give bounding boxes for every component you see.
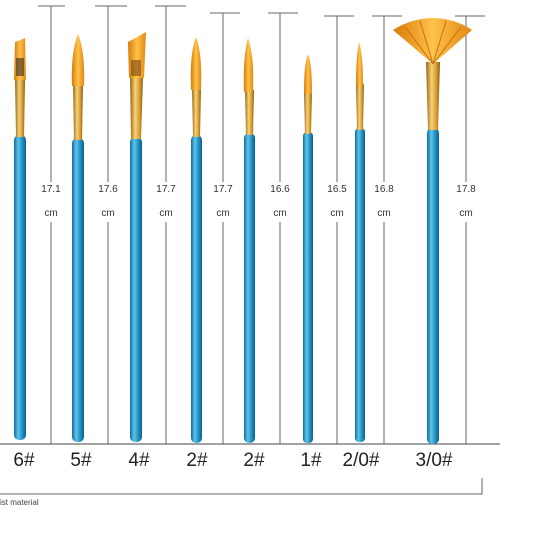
length-label-4: 17.7 cm — [151, 182, 181, 222]
footer-caption: ist material — [0, 498, 39, 507]
size-label-6: 6# — [13, 450, 35, 471]
brush-5 — [71, 34, 85, 442]
size-label-2b: 2# — [243, 450, 265, 471]
length-label-5: 17.6 cm — [93, 182, 123, 222]
brush-2a — [190, 37, 202, 443]
size-label-2a: 2# — [186, 450, 208, 471]
brush-4 — [128, 32, 146, 442]
length-label-2a: 17.7 cm — [208, 182, 238, 222]
size-label-5: 5# — [70, 450, 92, 471]
partial-length-label: 8 — [0, 186, 8, 202]
length-label-1: 16.5 cm — [322, 182, 352, 222]
measure-lines — [0, 5, 500, 495]
size-label-3-0: 3/0# — [415, 450, 453, 471]
brush-2-0 — [355, 42, 365, 442]
length-label-2b: 16.6 cm — [265, 182, 295, 222]
brush-3-0 — [393, 18, 472, 444]
length-label-6: 17.1 cm — [36, 182, 66, 222]
length-label-2-0: 16.8 cm — [369, 182, 399, 222]
length-label-3-0: 17.8 cm — [451, 182, 481, 222]
brush-2b — [243, 38, 255, 443]
size-label-2-0: 2/0# — [342, 450, 380, 471]
brush-1 — [303, 54, 313, 443]
size-label-1: 1# — [300, 450, 322, 471]
size-label-4: 4# — [128, 450, 150, 471]
brush-6 — [14, 38, 26, 440]
